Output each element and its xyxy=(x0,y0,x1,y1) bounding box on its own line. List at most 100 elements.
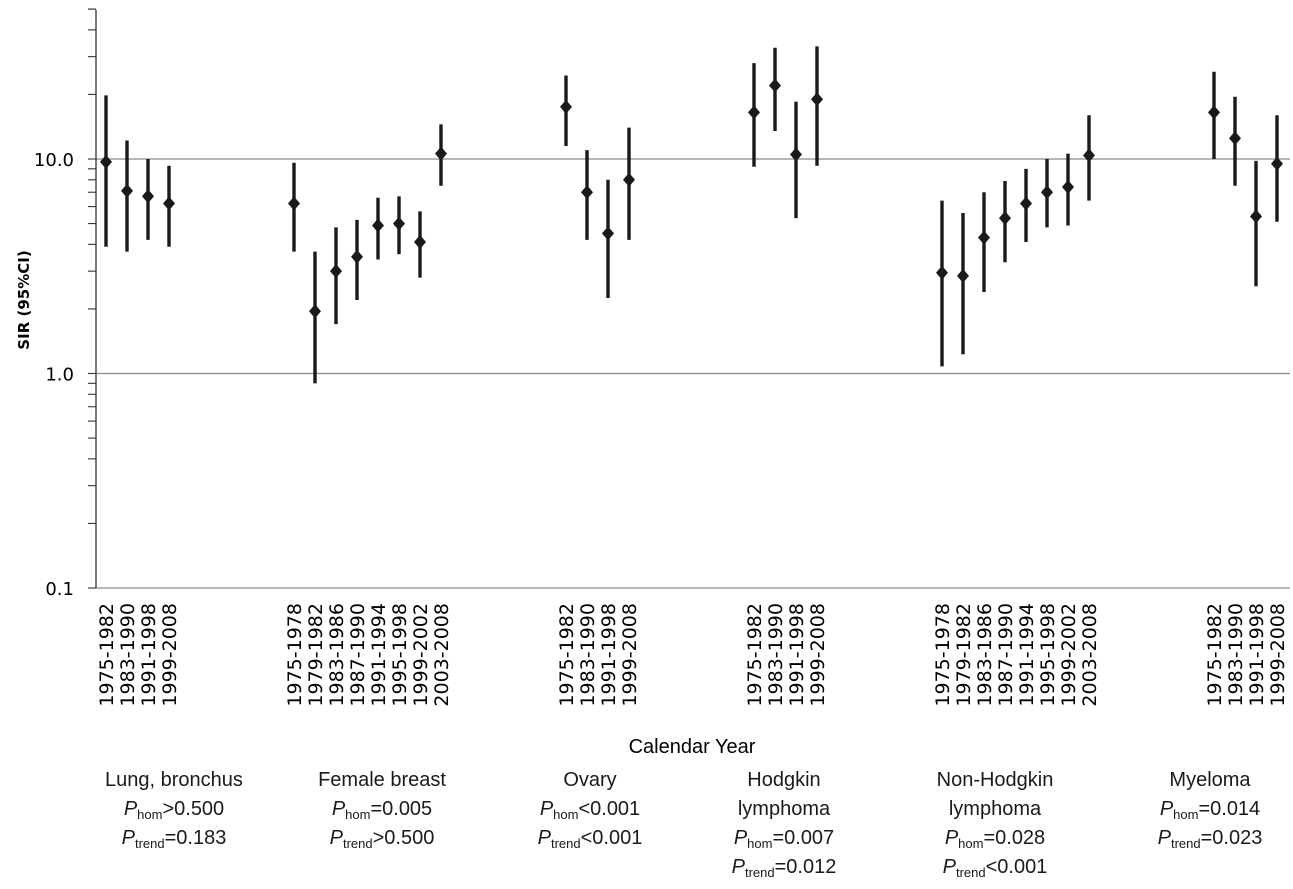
point-marker xyxy=(560,99,572,114)
x-tick-label: 1991-1998 xyxy=(786,603,808,707)
point-marker xyxy=(121,183,133,198)
group-name: lymphoma xyxy=(737,798,831,820)
y-tick-label: 1.0 xyxy=(45,365,74,386)
x-tick-label: 1999-2008 xyxy=(159,603,181,707)
point-marker xyxy=(351,249,363,264)
point-marker xyxy=(330,264,342,279)
x-tick-label: 1987-1990 xyxy=(347,603,369,707)
x-tick-label: 1983-1990 xyxy=(117,603,139,707)
group-name: Female breast xyxy=(318,769,446,791)
y-tick-label: 10.0 xyxy=(34,150,74,171)
p-hom-value: Phom<0.001 xyxy=(539,798,641,822)
group-label: Female breast Phom=0.005 Ptrend>0.500 xyxy=(282,766,482,853)
p-trend-value: Ptrend=0.183 xyxy=(121,827,227,851)
point-marker xyxy=(623,172,635,187)
x-tick-label: 1975-1982 xyxy=(96,603,118,707)
point-marker xyxy=(435,146,447,161)
point-marker xyxy=(581,185,593,200)
p-hom-value: Phom=0.005 xyxy=(331,798,433,822)
y-tick-label: 0.1 xyxy=(45,579,74,600)
group-name: Ovary xyxy=(563,769,617,791)
p-trend-value: Ptrend=0.012 xyxy=(731,856,837,880)
point-marker xyxy=(1041,185,1053,200)
point-marker xyxy=(999,211,1011,226)
x-tick-labels: 1975-1982 1983-1990 1991-1998 1999-2008 1975… xyxy=(96,603,1289,707)
point-marker xyxy=(1208,105,1220,120)
point-marker xyxy=(309,304,321,319)
group-name: lymphoma xyxy=(948,798,1042,820)
x-tick-label: 2003-2008 xyxy=(1079,603,1101,707)
group-label: Myeloma Phom=0.014 Ptrend=0.023 xyxy=(1110,766,1293,853)
x-tick-label: 1983-1990 xyxy=(1225,603,1247,707)
point-marker xyxy=(790,147,802,162)
x-tick-label: 1983-1990 xyxy=(765,603,787,707)
p-trend-value: Ptrend=0.023 xyxy=(1157,827,1263,851)
x-tick-label: 1995-1998 xyxy=(389,603,411,707)
x-tick-label: 1999-2008 xyxy=(807,603,829,707)
group-name: Hodgkin xyxy=(747,769,821,791)
p-hom-value: Phom>0.500 xyxy=(123,798,225,822)
point-marker xyxy=(1062,180,1074,195)
x-tick-label: 1975-1982 xyxy=(1204,603,1226,707)
data-marks xyxy=(100,46,1283,384)
point-marker xyxy=(372,218,384,233)
x-tick-label: 1983-1986 xyxy=(974,603,996,707)
p-trend-value: Ptrend<0.001 xyxy=(942,856,1048,880)
gridlines xyxy=(96,158,1290,589)
y-axis: 0.1 1.0 10.0 xyxy=(34,8,97,600)
x-tick-label: 1991-1998 xyxy=(138,603,160,707)
point-marker xyxy=(1271,156,1283,171)
x-tick-label: 1983-1986 xyxy=(326,603,348,707)
x-tick-label: 1983-1990 xyxy=(577,603,599,707)
x-tick-label: 1975-1978 xyxy=(932,603,954,707)
group-name: Lung, bronchus xyxy=(105,769,243,791)
x-tick-label: 1991-1994 xyxy=(368,603,390,707)
point-marker xyxy=(163,196,175,211)
p-hom-value: Phom=0.007 xyxy=(733,827,835,851)
point-marker xyxy=(288,196,300,211)
point-marker xyxy=(1020,196,1032,211)
point-marker xyxy=(936,265,948,280)
group-label: Non-Hodgkin lymphoma Phom=0.028 Ptrend<0.00… xyxy=(895,766,1095,882)
x-tick-label: 1975-1982 xyxy=(556,603,578,707)
x-tick-label: 1979-1982 xyxy=(953,603,975,707)
point-marker xyxy=(602,226,614,241)
p-trend-value: Ptrend<0.001 xyxy=(537,827,643,851)
x-tick-label: 1979-1982 xyxy=(305,603,327,707)
x-tick-label: 1995-1998 xyxy=(1037,603,1059,707)
point-marker xyxy=(100,154,112,169)
x-tick-label: 1999-2002 xyxy=(1058,603,1080,707)
group-name: Non-Hodgkin xyxy=(936,769,1054,791)
point-marker xyxy=(811,92,823,107)
y-axis-label: SIR (95%CI) xyxy=(15,250,33,349)
point-marker xyxy=(748,105,760,120)
x-tick-label: 1975-1982 xyxy=(744,603,766,707)
point-marker xyxy=(769,78,781,93)
point-marker xyxy=(1250,209,1262,224)
p-trend-value: Ptrend>0.500 xyxy=(329,827,435,851)
group-label: Ovary Phom<0.001 Ptrend<0.001 xyxy=(490,766,690,853)
x-tick-label: 1987-1990 xyxy=(995,603,1017,707)
x-tick-label: 1999-2008 xyxy=(1267,603,1289,707)
p-hom-value: Phom=0.014 xyxy=(1159,798,1261,822)
x-axis-label: Calendar Year xyxy=(629,736,756,758)
point-marker xyxy=(978,230,990,245)
x-tick-label: 1991-1994 xyxy=(1016,603,1038,707)
point-marker xyxy=(142,189,154,204)
point-marker xyxy=(1229,131,1241,146)
point-marker xyxy=(393,216,405,231)
x-tick-label: 1991-1998 xyxy=(598,603,620,707)
group-label: Hodgkin lymphoma Phom=0.007 Ptrend=0.012 xyxy=(684,766,884,882)
point-marker xyxy=(414,235,426,250)
p-hom-value: Phom=0.028 xyxy=(944,827,1046,851)
x-tick-label: 1975-1978 xyxy=(284,603,306,707)
x-tick-label: 1991-1998 xyxy=(1246,603,1268,707)
point-marker xyxy=(1083,148,1095,163)
x-tick-label: 1999-2002 xyxy=(410,603,432,707)
x-tick-label: 2003-2008 xyxy=(431,603,453,707)
group-label: Lung, bronchus Phom>0.500 Ptrend=0.183 xyxy=(74,766,274,853)
x-tick-label: 1999-2008 xyxy=(619,603,641,707)
point-marker xyxy=(957,268,969,283)
group-name: Myeloma xyxy=(1169,769,1251,791)
